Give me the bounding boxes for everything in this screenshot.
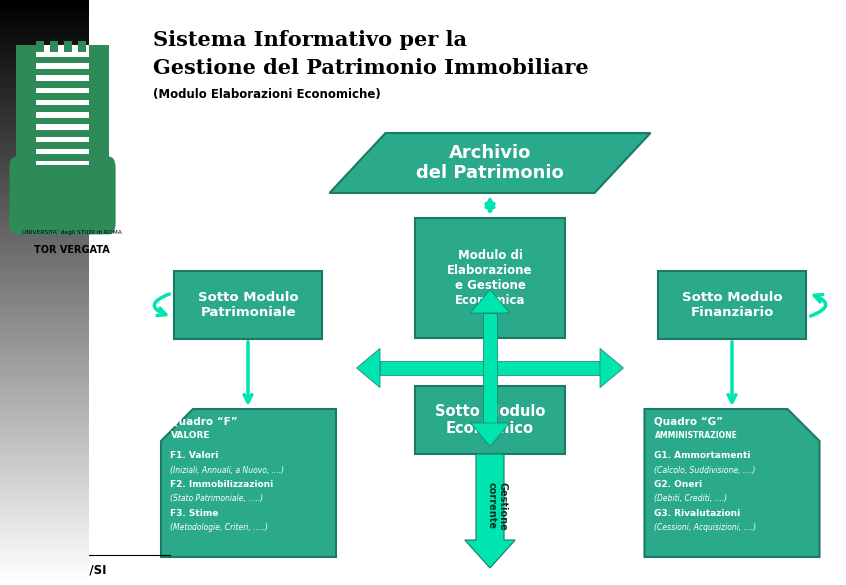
Polygon shape	[483, 313, 497, 423]
FancyBboxPatch shape	[658, 271, 806, 339]
Bar	[36, 57, 89, 63]
Text: TOR VERGATA: TOR VERGATA	[35, 245, 110, 255]
Polygon shape	[600, 349, 624, 388]
Bar	[89, 46, 108, 214]
Polygon shape	[380, 361, 600, 375]
Text: Sistema Informativo per la: Sistema Informativo per la	[153, 30, 467, 50]
FancyBboxPatch shape	[9, 157, 116, 235]
Bar	[36, 68, 89, 75]
FancyBboxPatch shape	[415, 218, 565, 338]
Polygon shape	[470, 290, 509, 313]
Text: Archivio
del Patrimonio: Archivio del Patrimonio	[416, 143, 564, 183]
Text: UNIVERSITA’ degli STUDI di ROMA: UNIVERSITA’ degli STUDI di ROMA	[23, 230, 122, 235]
Text: (Debiti, Crediti, ....): (Debiti, Crediti, ....)	[655, 494, 728, 504]
Bar	[36, 46, 89, 166]
FancyArrowPatch shape	[154, 294, 169, 315]
Polygon shape	[161, 409, 336, 557]
Bar	[16, 46, 36, 214]
Text: Modulo di
Elaborazione
e Gestione
Economica: Modulo di Elaborazione e Gestione Econom…	[448, 249, 533, 307]
Bar	[78, 39, 86, 52]
Text: Sotto Modulo
Economico: Sotto Modulo Economico	[435, 404, 545, 436]
FancyArrowPatch shape	[810, 295, 826, 316]
Text: Quadro “G”: Quadro “G”	[655, 417, 723, 427]
Text: (Cessioni, Acquisizioni, ....): (Cessioni, Acquisizioni, ....)	[655, 524, 756, 532]
Text: F2. Immobilizzazioni: F2. Immobilizzazioni	[171, 480, 274, 489]
Polygon shape	[329, 133, 651, 193]
Bar	[36, 118, 89, 124]
Bar	[50, 39, 58, 52]
Polygon shape	[356, 349, 380, 388]
Text: Gestione
corrente: Gestione corrente	[486, 481, 508, 531]
FancyBboxPatch shape	[415, 386, 565, 454]
Text: (Modulo Elaborazioni Economiche): (Modulo Elaborazioni Economiche)	[153, 88, 381, 101]
Bar	[36, 154, 89, 161]
Text: (Stato Patrimoniale, .....): (Stato Patrimoniale, .....)	[171, 494, 264, 504]
Bar	[36, 81, 89, 88]
Text: Sotto Modulo
Patrimoniale: Sotto Modulo Patrimoniale	[198, 291, 299, 319]
Text: (Calcolo, Suddivisione, ....): (Calcolo, Suddivisione, ....)	[655, 466, 755, 474]
Text: Gestione del Patrimonio Immobiliare: Gestione del Patrimonio Immobiliare	[153, 58, 589, 78]
Polygon shape	[470, 423, 509, 446]
Bar	[36, 93, 89, 100]
Text: (Iniziali, Annuali, a Nuovo, ....): (Iniziali, Annuali, a Nuovo, ....)	[171, 466, 284, 474]
FancyBboxPatch shape	[174, 271, 322, 339]
Text: AMMINISTRAZIONE: AMMINISTRAZIONE	[655, 431, 738, 440]
Text: 15/SI: 15/SI	[74, 563, 107, 576]
Text: G2. Oneri: G2. Oneri	[655, 480, 703, 489]
Text: (Metodologie, Criteri, .....): (Metodologie, Criteri, .....)	[171, 524, 268, 532]
Bar	[36, 105, 89, 112]
Bar	[36, 130, 89, 136]
Text: G3. Rivalutazioni: G3. Rivalutazioni	[655, 509, 741, 518]
Text: VALORE: VALORE	[171, 431, 210, 440]
Text: F1. Valori: F1. Valori	[171, 451, 219, 460]
Bar	[36, 142, 89, 149]
Text: Quadro “F”: Quadro “F”	[171, 417, 238, 427]
Text: F3. Stime: F3. Stime	[171, 509, 219, 518]
Polygon shape	[645, 409, 820, 557]
Text: Sotto Modulo
Finanziario: Sotto Modulo Finanziario	[682, 291, 783, 319]
Bar	[64, 39, 72, 52]
Polygon shape	[464, 454, 515, 568]
Bar	[36, 39, 44, 52]
Text: G1. Ammortamenti: G1. Ammortamenti	[655, 451, 751, 460]
